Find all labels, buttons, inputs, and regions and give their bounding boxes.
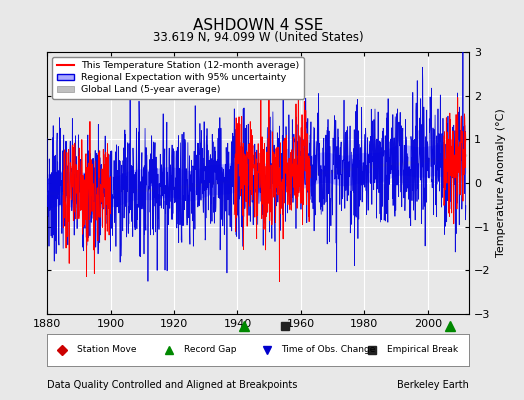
Text: Station Move: Station Move xyxy=(77,346,136,354)
Text: Berkeley Earth: Berkeley Earth xyxy=(397,380,469,390)
Text: Record Gap: Record Gap xyxy=(184,346,237,354)
Text: Data Quality Controlled and Aligned at Breakpoints: Data Quality Controlled and Aligned at B… xyxy=(47,380,298,390)
Text: ASHDOWN 4 SSE: ASHDOWN 4 SSE xyxy=(193,18,323,33)
Text: Time of Obs. Change: Time of Obs. Change xyxy=(281,346,376,354)
Y-axis label: Temperature Anomaly (°C): Temperature Anomaly (°C) xyxy=(496,109,506,257)
Text: Empirical Break: Empirical Break xyxy=(387,346,458,354)
Legend: This Temperature Station (12-month average), Regional Expectation with 95% uncer: This Temperature Station (12-month avera… xyxy=(52,57,304,99)
Text: 33.619 N, 94.099 W (United States): 33.619 N, 94.099 W (United States) xyxy=(153,31,364,44)
